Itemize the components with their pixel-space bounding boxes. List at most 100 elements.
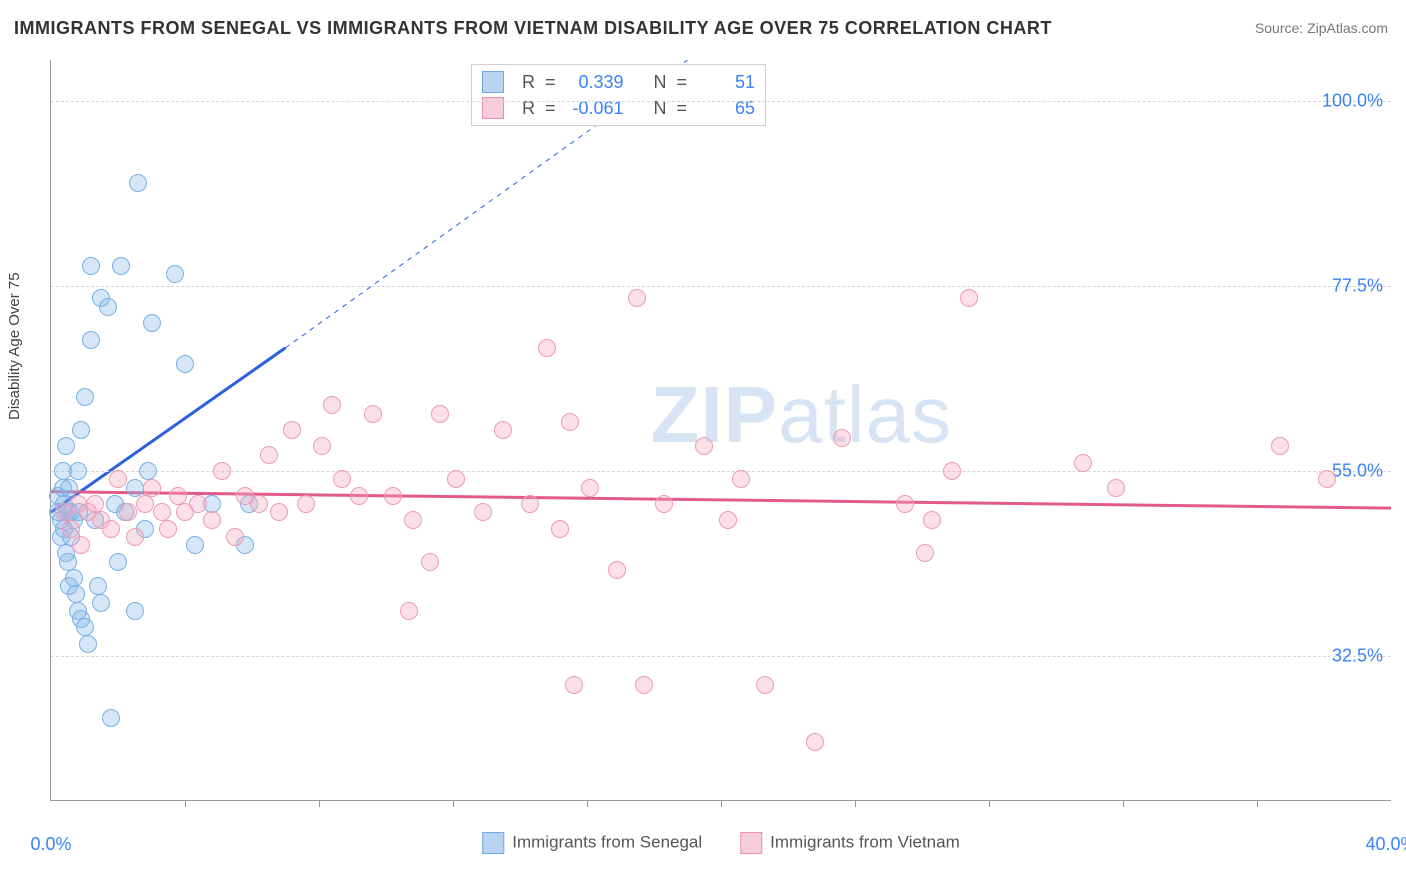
data-point xyxy=(57,437,75,455)
data-point xyxy=(166,265,184,283)
data-point xyxy=(126,528,144,546)
data-point xyxy=(136,495,154,513)
data-point xyxy=(806,733,824,751)
x-tick-label: 0.0% xyxy=(30,834,71,855)
data-point xyxy=(447,470,465,488)
data-point xyxy=(628,289,646,307)
data-point xyxy=(581,479,599,497)
data-point xyxy=(732,470,750,488)
x-tick xyxy=(855,800,856,807)
data-point xyxy=(943,462,961,480)
data-point xyxy=(333,470,351,488)
legend-label: Immigrants from Vietnam xyxy=(770,832,960,851)
data-point xyxy=(143,479,161,497)
data-point xyxy=(364,405,382,423)
chart-source: Source: ZipAtlas.com xyxy=(1255,20,1388,36)
data-point xyxy=(494,421,512,439)
legend-eq: = xyxy=(677,69,688,95)
data-point xyxy=(60,479,78,497)
data-point xyxy=(203,511,221,529)
data-point xyxy=(186,536,204,554)
data-point xyxy=(82,331,100,349)
data-point xyxy=(695,437,713,455)
legend-swatch xyxy=(740,832,762,854)
data-point xyxy=(79,635,97,653)
data-point xyxy=(421,553,439,571)
legend-item: Immigrants from Vietnam xyxy=(740,832,960,854)
y-tick-label: 55.0% xyxy=(1332,461,1383,482)
data-point xyxy=(89,577,107,595)
data-point xyxy=(109,470,127,488)
gridline xyxy=(51,471,1391,472)
legend-n-label: N xyxy=(654,69,667,95)
data-point xyxy=(72,536,90,554)
data-point xyxy=(176,355,194,373)
data-point xyxy=(143,314,161,332)
data-point xyxy=(92,594,110,612)
legend-r-label: R xyxy=(522,69,535,95)
legend-swatch xyxy=(482,832,504,854)
data-point xyxy=(260,446,278,464)
data-point xyxy=(1107,479,1125,497)
data-point xyxy=(896,495,914,513)
data-point xyxy=(400,602,418,620)
legend-eq: = xyxy=(545,95,556,121)
data-point xyxy=(213,462,231,480)
data-point xyxy=(323,396,341,414)
data-point xyxy=(102,709,120,727)
data-point xyxy=(833,429,851,447)
x-tick xyxy=(185,800,186,807)
data-point xyxy=(139,462,157,480)
data-point xyxy=(350,487,368,505)
data-point xyxy=(189,495,207,513)
data-point xyxy=(76,388,94,406)
gridline xyxy=(51,656,1391,657)
data-point xyxy=(62,520,80,538)
legend-eq: = xyxy=(677,95,688,121)
data-point xyxy=(129,174,147,192)
data-point xyxy=(119,503,137,521)
data-point xyxy=(65,569,83,587)
data-point xyxy=(404,511,422,529)
legend-n-value: 51 xyxy=(697,69,755,95)
x-tick-label: 40.0% xyxy=(1365,834,1406,855)
x-tick xyxy=(453,800,454,807)
data-point xyxy=(521,495,539,513)
scatter-plot: ZIPatlas R=0.339 N=51R=-0.061 N=65 32.5%… xyxy=(50,60,1391,801)
legend-r-value: -0.061 xyxy=(566,95,624,121)
data-point xyxy=(99,298,117,316)
data-point xyxy=(102,520,120,538)
legend-swatch xyxy=(482,71,504,93)
x-tick xyxy=(721,800,722,807)
correlation-legend: R=0.339 N=51R=-0.061 N=65 xyxy=(471,64,766,126)
data-point xyxy=(126,602,144,620)
x-tick xyxy=(319,800,320,807)
gridline xyxy=(51,286,1391,287)
y-tick-label: 100.0% xyxy=(1322,91,1383,112)
gridline xyxy=(51,101,1391,102)
legend-n-value: 65 xyxy=(697,95,755,121)
x-tick xyxy=(989,800,990,807)
data-point xyxy=(384,487,402,505)
data-point xyxy=(923,511,941,529)
data-point xyxy=(112,257,130,275)
data-point xyxy=(1074,454,1092,472)
series-legend: Immigrants from Senegal Immigrants from V… xyxy=(482,832,959,854)
data-point xyxy=(719,511,737,529)
data-point xyxy=(655,495,673,513)
legend-item: Immigrants from Senegal xyxy=(482,832,702,854)
data-point xyxy=(76,618,94,636)
y-tick-label: 32.5% xyxy=(1332,646,1383,667)
data-point xyxy=(313,437,331,455)
data-point xyxy=(608,561,626,579)
data-point xyxy=(635,676,653,694)
data-point xyxy=(916,544,934,562)
data-point xyxy=(474,503,492,521)
data-point xyxy=(283,421,301,439)
data-point xyxy=(551,520,569,538)
data-point xyxy=(297,495,315,513)
data-point xyxy=(159,520,177,538)
data-point xyxy=(431,405,449,423)
legend-eq: = xyxy=(545,69,556,95)
data-point xyxy=(756,676,774,694)
